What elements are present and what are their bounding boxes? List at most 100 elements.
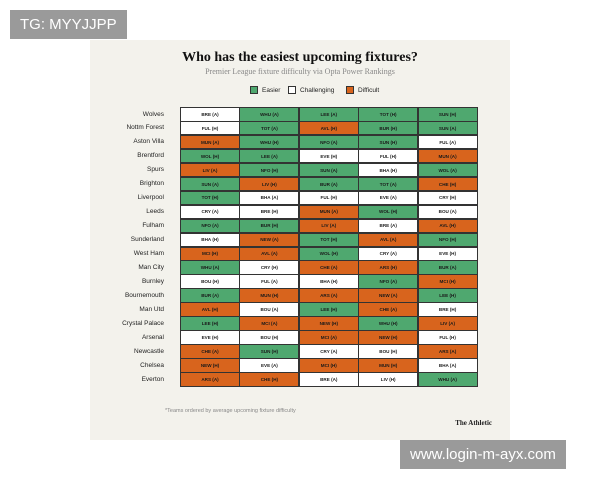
fixture-cell: WOL (H)	[180, 148, 240, 164]
fixture-cell: SUN (H)	[239, 344, 300, 359]
fixture-cell: EVE (A)	[239, 358, 300, 373]
team-name: Brentford	[137, 152, 164, 160]
fixture-cell: MUN (H)	[358, 358, 419, 373]
fixture-cell: MCI (A)	[239, 316, 300, 331]
fixture-cell: AVL (A)	[358, 232, 419, 248]
legend-item: Challenging	[288, 86, 334, 94]
fixture-cell: WOL (H)	[298, 246, 359, 262]
fixture-cell: ARS (A)	[417, 344, 478, 359]
team-name: Bournemouth	[124, 291, 164, 299]
team-name: Burnley	[141, 277, 164, 285]
fixture-cell: BRE (A)	[358, 218, 419, 234]
fixture-cell: MUN (A)	[180, 134, 240, 150]
legend-label: Challenging	[300, 86, 335, 94]
legend-item: Difficult	[346, 86, 379, 94]
fixture-cell: BRE (H)	[417, 302, 478, 317]
team-name: Leeds	[146, 208, 164, 216]
fixture-cell: LEE (A)	[239, 148, 300, 164]
fixture-cell: SUN (H)	[417, 107, 478, 122]
fixture-cell: AVL (H)	[417, 218, 478, 234]
fixture-cell: WHU (A)	[239, 107, 300, 122]
team-name: Nottm Forest	[126, 124, 164, 132]
fixture-cell: ARS (A)	[298, 288, 359, 303]
fixture-cell: WOL (A)	[417, 162, 478, 178]
fixture-cell: BOU (H)	[239, 330, 300, 345]
fixture-cell: CHE (H)	[239, 372, 300, 387]
fixture-cell: BUR (A)	[180, 288, 240, 303]
fixture-cell: BUR (A)	[417, 260, 478, 275]
fixture-cell: FUL (H)	[298, 190, 359, 206]
fixture-cell: LIV (A)	[298, 218, 359, 234]
fixture-cell: WHU (A)	[417, 372, 478, 387]
fixture-cell: EVE (H)	[298, 148, 359, 164]
fixture-cell: NFO (H)	[417, 232, 478, 248]
fixture-cell: TOT (H)	[358, 107, 419, 122]
fixture-cell: FUL (H)	[417, 330, 478, 345]
legend-label: Difficult	[358, 86, 380, 94]
fixture-cell: BHA (A)	[239, 190, 300, 206]
team-name: Everton	[141, 375, 164, 383]
fixture-cell: NFO (A)	[180, 218, 240, 234]
fixture-cell: BOU (H)	[358, 344, 419, 359]
team-name: Chelsea	[140, 361, 164, 369]
fixture-cell: CRY (H)	[417, 190, 478, 206]
title: Who has the easiest upcoming fixtures?	[182, 50, 418, 65]
fixture-cell: FUL (A)	[239, 274, 300, 289]
fixture-cell: SUN (A)	[298, 162, 359, 178]
fixture-cell: MCI (H)	[298, 358, 359, 373]
fixture-cell: NEW (H)	[358, 330, 419, 345]
team-name: Fulham	[142, 222, 164, 230]
fixture-cell: BHA (H)	[358, 162, 419, 178]
fixture-cell: CRY (A)	[298, 344, 359, 359]
legend-swatch	[250, 86, 258, 94]
fixture-cell: LEE (H)	[417, 288, 478, 303]
fixture-cell: BUR (H)	[358, 120, 419, 136]
fixture-cell: AVL (A)	[239, 246, 300, 262]
fixture-cell: BOU (A)	[239, 302, 300, 317]
fixture-cell: LEE (H)	[298, 302, 359, 317]
fixture-cell: ARS (H)	[358, 260, 419, 275]
fixture-cell: BRE (A)	[298, 372, 359, 387]
fixture-cell: WHU (H)	[239, 134, 300, 150]
fixture-cell: TOT (A)	[358, 176, 419, 192]
legend-swatch	[288, 86, 296, 94]
team-name: Aston Villa	[133, 138, 164, 146]
footnote: *Teams ordered by average upcoming fixtu…	[165, 408, 296, 414]
fixture-cell: CRY (H)	[239, 260, 300, 275]
fixture-cell: MUN (H)	[239, 288, 300, 303]
team-name: West Ham	[133, 250, 164, 257]
fixture-cell: NFO (A)	[298, 134, 359, 150]
fixture-cell: TOT (H)	[298, 232, 359, 248]
fixture-cell: TOT (H)	[180, 190, 240, 206]
watermark: TG: MYYJJPP	[10, 10, 127, 39]
fixture-cell: WHU (A)	[180, 260, 240, 275]
brand: The Athletic	[455, 419, 492, 427]
fixture-cell: AVL (H)	[298, 120, 359, 136]
fixture-cell: MUN (A)	[417, 148, 478, 164]
team-name: Sunderland	[130, 236, 164, 244]
fixture-cell: BHA (H)	[180, 232, 240, 248]
subtitle: Premier League fixture difficulty via Op…	[205, 67, 395, 76]
fixture-cell: EVE (H)	[417, 246, 478, 262]
fixture-cell: SUN (A)	[180, 176, 240, 192]
fixture-cell: CHE (A)	[298, 260, 359, 275]
fixture-cell: MUN (A)	[298, 204, 359, 220]
legend-swatch	[346, 86, 354, 94]
fixture-cell: CHE (A)	[180, 344, 240, 359]
fixture-cell: MCI (H)	[417, 274, 478, 289]
fixture-cell: CHE (A)	[358, 302, 419, 317]
fixture-cell: ARS (A)	[180, 372, 240, 387]
fixture-cell: LEE (H)	[180, 316, 240, 331]
fixture-cell: SUN (H)	[358, 134, 419, 150]
team-name: Wolves	[142, 110, 164, 118]
fixture-cell: LIV (A)	[417, 316, 478, 331]
legend-item: Easier	[250, 86, 280, 94]
fixture-cell: BOU (H)	[180, 274, 240, 289]
fixture-cell: BRE (H)	[239, 204, 300, 220]
fixture-cell: EVE (H)	[180, 330, 240, 345]
fixture-cell: MCI (A)	[298, 330, 359, 345]
fixture-cell: LIV (H)	[358, 372, 419, 387]
fixture-cell: LEE (A)	[298, 107, 359, 122]
team-name: Brighton	[139, 180, 164, 188]
